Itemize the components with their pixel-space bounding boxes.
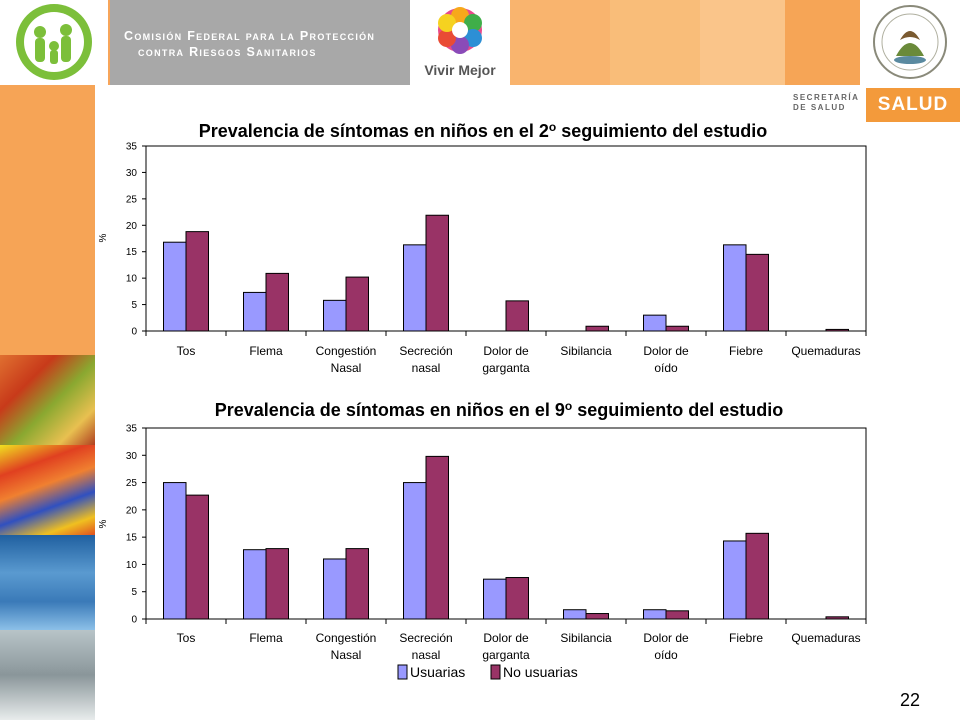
- vegetables-photo: [0, 355, 95, 445]
- bar-no-usuarias: [265, 272, 289, 332]
- y-tick-label: 30: [126, 451, 138, 462]
- bar-no-usuarias: [265, 548, 289, 620]
- chart-title: Prevalencia de síntomas en niños en el 9…: [215, 399, 784, 420]
- bar-usuarias: [723, 540, 747, 620]
- x-category-label: Dolor de: [483, 631, 529, 645]
- legend-label: Usuarias: [410, 664, 465, 680]
- bar-no-usuarias: [665, 325, 689, 332]
- y-tick-label: 5: [131, 300, 137, 311]
- bar-usuarias: [643, 609, 667, 620]
- agency-name-line1: Comisión Federal para la Protección: [124, 29, 376, 43]
- bar-usuarias: [403, 244, 427, 332]
- bar-usuarias: [243, 549, 267, 620]
- bar-no-usuarias: [825, 616, 849, 620]
- x-category-label: Tos: [177, 631, 196, 645]
- bar-usuarias: [643, 314, 667, 332]
- vivir-mejor-logo: Vivir Mejor: [410, 0, 510, 85]
- y-tick-label: 25: [126, 478, 138, 489]
- bar-no-usuarias: [345, 276, 369, 332]
- x-category-label: Dolor de: [643, 344, 689, 358]
- y-tick-label: 5: [131, 587, 137, 598]
- y-tick-label: 15: [126, 247, 138, 258]
- bar-no-usuarias: [425, 455, 449, 620]
- x-category-label: Congestión: [316, 344, 377, 358]
- x-category-label: oído: [654, 361, 678, 375]
- y-tick-label: 0: [131, 327, 137, 338]
- bar-no-usuarias: [505, 577, 529, 620]
- bar-no-usuarias: [745, 532, 769, 620]
- laboratory-photo: [0, 630, 95, 720]
- bar-no-usuarias: [425, 214, 449, 332]
- x-category-label: Sibilancia: [560, 631, 612, 645]
- bar-no-usuarias: [345, 548, 369, 620]
- x-category-label: Dolor de: [483, 344, 529, 358]
- bar-usuarias: [163, 482, 187, 620]
- vivir-mejor-flower-icon: [438, 7, 482, 54]
- family-logo-icon: [0, 0, 108, 85]
- x-category-label: nasal: [412, 361, 441, 375]
- bar-no-usuarias: [505, 300, 529, 332]
- y-axis-label: %: [98, 233, 109, 242]
- x-category-label: nasal: [412, 648, 441, 662]
- x-category-label: garganta: [482, 361, 530, 375]
- x-category-label: Flema: [249, 631, 283, 645]
- bar-no-usuarias: [585, 613, 609, 620]
- bar-usuarias: [323, 558, 347, 620]
- bar-no-usuarias: [665, 610, 689, 620]
- bar-usuarias: [723, 244, 747, 332]
- bar-no-usuarias: [185, 231, 209, 332]
- x-category-label: Fiebre: [729, 344, 763, 358]
- x-category-label: Secreción: [399, 344, 452, 358]
- bar-usuarias: [563, 609, 587, 620]
- left-decorative-sidebar: [0, 85, 95, 720]
- agency-name-line2: contra Riesgos Sanitarios: [138, 45, 317, 59]
- legend-swatch: [397, 664, 408, 680]
- bar-usuarias: [323, 299, 347, 332]
- y-tick-label: 25: [126, 194, 138, 205]
- y-tick-label: 15: [126, 533, 138, 544]
- x-category-label: Nasal: [331, 361, 362, 375]
- legend-label: No usuarias: [503, 664, 578, 680]
- x-category-label: Sibilancia: [560, 344, 612, 358]
- y-tick-label: 20: [126, 505, 138, 516]
- x-category-label: Fiebre: [729, 631, 763, 645]
- x-category-label: Congestión: [316, 631, 377, 645]
- mexico-seal-icon: [860, 0, 960, 85]
- y-tick-label: 30: [126, 168, 138, 179]
- bar-no-usuarias: [745, 253, 769, 332]
- page-number: 22: [900, 690, 921, 710]
- x-category-label: Tos: [177, 344, 196, 358]
- bar-usuarias: [403, 482, 427, 620]
- y-tick-label: 20: [126, 221, 138, 232]
- bar-usuarias: [163, 241, 187, 332]
- bar-usuarias: [243, 291, 267, 332]
- bar-no-usuarias: [585, 325, 609, 332]
- x-category-label: Nasal: [331, 648, 362, 662]
- bar-no-usuarias: [825, 328, 849, 332]
- x-category-label: oído: [654, 648, 678, 662]
- x-category-label: garganta: [482, 648, 530, 662]
- pills-photo: [0, 445, 95, 535]
- salud-badge: SALUD: [866, 88, 960, 122]
- agency-banner: Comisión Federal para la Protección cont…: [110, 0, 410, 85]
- x-category-label: Secreción: [399, 631, 452, 645]
- legend-swatch: [490, 664, 501, 680]
- x-category-label: Quemaduras: [791, 344, 860, 358]
- bar-usuarias: [483, 578, 507, 620]
- y-tick-label: 10: [126, 274, 138, 285]
- secretaria-label: SECRETARÍA DE SALUD: [793, 93, 860, 112]
- chart-title: Prevalencia de síntomas en niños en el 2…: [199, 120, 768, 141]
- y-tick-label: 0: [131, 615, 137, 626]
- y-tick-label: 35: [126, 424, 138, 435]
- water-bottles-photo: [0, 535, 95, 630]
- bar-no-usuarias: [185, 494, 209, 620]
- x-category-label: Flema: [249, 344, 283, 358]
- y-axis-label: %: [98, 519, 109, 528]
- x-category-label: Dolor de: [643, 631, 689, 645]
- y-tick-label: 10: [126, 560, 138, 571]
- vivir-mejor-label: Vivir Mejor: [424, 62, 496, 78]
- y-tick-label: 35: [126, 142, 138, 153]
- x-category-label: Quemaduras: [791, 631, 860, 645]
